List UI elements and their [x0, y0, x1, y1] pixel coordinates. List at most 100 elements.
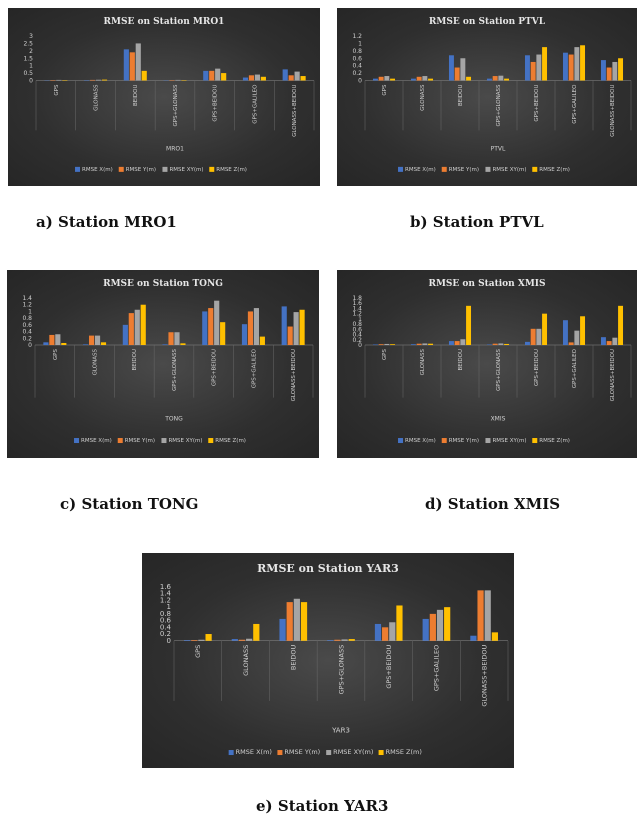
bar-x-1 [410, 344, 416, 345]
category-label: GPS+GALILEO [251, 348, 257, 388]
bar-xy-3 [498, 343, 504, 345]
bar-x-6 [281, 306, 287, 345]
y-tick-label: 0.2 [352, 337, 362, 344]
bar-xy-2 [460, 339, 466, 345]
category-label: GPS+GALILEO [572, 348, 578, 388]
bar-xy-5 [574, 47, 580, 81]
bar-z-6 [300, 76, 306, 81]
chart-title: RMSE on Station TONG [103, 279, 223, 289]
chart-title: RMSE on Station YAR3 [257, 562, 399, 575]
y-tick-label: 0.5 [23, 70, 33, 77]
bar-y-5 [568, 342, 574, 345]
bar-y-0 [378, 76, 384, 81]
bar-z-1 [428, 343, 434, 345]
bar-y-6 [477, 590, 484, 641]
legend-label-x: RMSE X(m) [405, 438, 436, 444]
bar-z-5 [580, 45, 586, 81]
legend-label-z: RMSE Z(m) [215, 438, 246, 444]
bar-xy-4 [536, 328, 542, 345]
chart-svg: RMSE on Station YAR3 00.20.40.60.811.21.4… [160, 562, 509, 756]
category-label: GLONASS [420, 84, 426, 111]
bar-xy-5 [436, 609, 444, 641]
bar-x-5 [241, 324, 248, 345]
x-axis-label: MRO1 [166, 145, 184, 152]
bar-z-3 [504, 78, 510, 81]
legend-swatch-z [209, 166, 215, 172]
caption-xmis: d) Station XMIS [425, 495, 561, 513]
bar-xy-1 [422, 76, 428, 81]
chart-svg: RMSE on Station XMIS 00.20.40.60.811.21.4… [352, 279, 632, 444]
category-label: GPS+GALILEO [433, 645, 441, 691]
bar-y-6 [288, 75, 294, 81]
y-tick-label: 1 [358, 316, 362, 323]
y-tick-label: 1 [28, 308, 32, 315]
bar-y-1 [89, 335, 95, 345]
legend-swatch-x [398, 166, 404, 172]
category-label: GLONASS+BEIDOU [610, 349, 616, 401]
legend-swatch-y [441, 438, 447, 444]
bar-y-3 [492, 76, 498, 81]
legend-label-x: RMSE X(m) [82, 167, 113, 173]
chart-yar3: RMSE on Station YAR3 0 0.2 0.4 0.6 0.8 1 1.2 1.4… [142, 553, 514, 768]
bar-xy-5 [253, 308, 259, 345]
bar-x-2 [448, 341, 454, 345]
legend-swatch-x [75, 166, 81, 172]
legend-label-z: RMSE Z(m) [216, 167, 247, 173]
legend-label-x: RMSE X(m) [236, 748, 272, 756]
bar-z-1 [253, 623, 260, 641]
bar-z-5 [260, 76, 266, 81]
legend-label-y: RMSE Y(m) [449, 438, 479, 444]
bar-x-5 [562, 320, 568, 345]
chart-title: RMSE on Station MRO1 [104, 17, 225, 27]
bar-x-4 [524, 55, 530, 81]
category-label: GPS [194, 645, 202, 658]
bar-y-4 [208, 308, 214, 345]
category-label: BEIDOU [133, 84, 139, 105]
legend-label-x: RMSE X(m) [405, 167, 436, 173]
legend-label-y: RMSE Y(m) [449, 167, 479, 173]
y-tick-label: 0 [167, 637, 171, 645]
bar-x-4 [524, 341, 530, 345]
bar-x-3 [327, 640, 334, 641]
bar-y-0 [49, 334, 55, 345]
legend-swatch-x [74, 438, 80, 444]
bar-x-6 [600, 337, 606, 345]
x-axis-label: XMIS [491, 415, 506, 422]
bar-z-5 [444, 607, 451, 641]
bar-y-6 [606, 67, 612, 81]
y-tick-label: 0.8 [22, 315, 32, 322]
bar-xy-2 [135, 43, 141, 81]
legend-label-xy: RMSE XY(m) [492, 167, 526, 173]
y-tick-label: 0 [28, 342, 32, 349]
y-tick-label: 0 [29, 78, 33, 85]
bar-xy-1 [422, 343, 428, 345]
bar-z-4 [542, 313, 548, 345]
legend-swatch-xy [162, 166, 168, 172]
bar-x-5 [242, 77, 249, 81]
x-axis-label: TONG [164, 415, 183, 422]
bar-y-5 [248, 75, 255, 81]
bar-x-1 [231, 639, 238, 641]
chart-svg: RMSE on Station PTVL 00.20.40.60.811.2 GPS… [352, 17, 632, 173]
bar-x-1 [410, 78, 416, 81]
chart-mro1: RMSE on Station MRO1 0 0.5 1 1.5 2 2.5 3 GPS GLON… [8, 8, 320, 186]
bar-y-4 [382, 627, 389, 641]
y-tick-label: 3 [29, 33, 33, 40]
bar-xy-0 [384, 76, 390, 81]
bar-x-2 [123, 49, 129, 81]
caption-tong: c) Station TONG [60, 495, 199, 513]
bar-y-5 [429, 613, 436, 641]
y-tick-label: 0.4 [22, 329, 32, 336]
legend-swatch-xy [326, 750, 332, 756]
y-tick-label: 1.4 [160, 590, 172, 598]
category-label: GPS [382, 84, 388, 96]
legend-label-y: RMSE Y(m) [125, 438, 155, 444]
legend-label-xy: RMSE XY(m) [168, 438, 202, 444]
category-label: GLONASS [93, 84, 99, 111]
bar-z-4 [220, 322, 226, 345]
category-label: GPS+GALILEO [252, 84, 258, 124]
caption-ptvl: b) Station PTVL [410, 213, 544, 231]
legend-swatch-z [378, 750, 384, 756]
bar-y-0 [191, 640, 198, 641]
y-tick-label: 2.5 [23, 40, 33, 47]
